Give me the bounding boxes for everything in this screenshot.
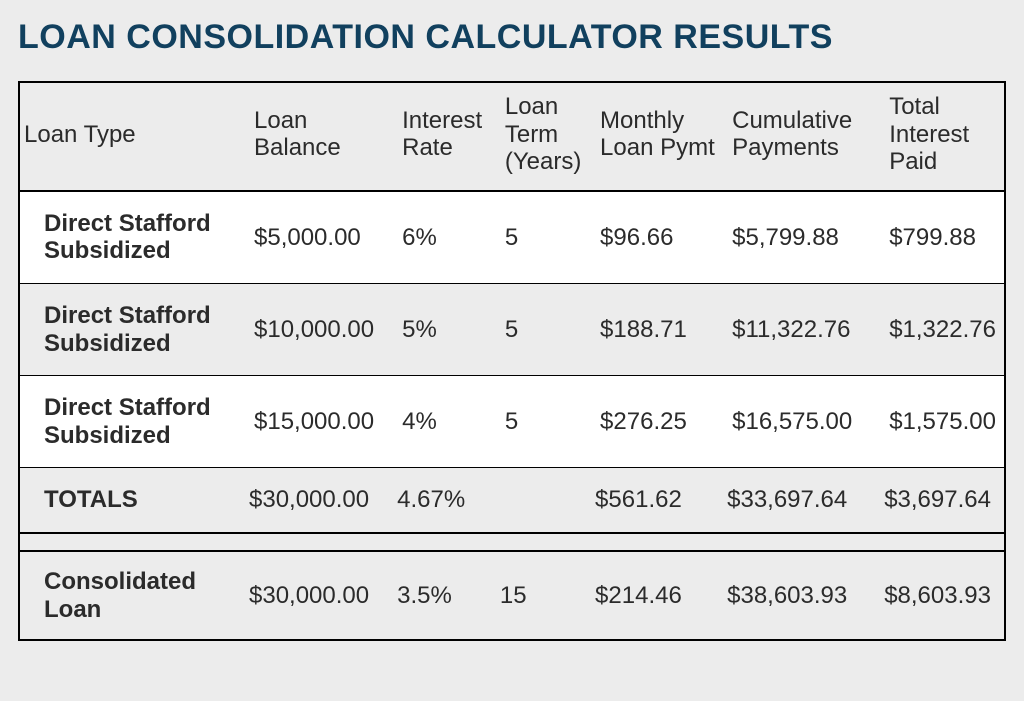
consolidated-monthly-pymt: $214.46 — [594, 551, 726, 640]
page-title: LOAN CONSOLIDATION CALCULATOR RESULTS — [18, 18, 1006, 57]
spacer-row — [19, 533, 1005, 551]
cell-loan-term: 5 — [499, 191, 594, 284]
cell-loan-type: Direct Stafford Subsidized — [19, 376, 248, 468]
cell-monthly-pymt: $188.71 — [594, 283, 726, 375]
cell-total-interest: $799.88 — [883, 191, 1005, 284]
cell-loan-balance: $10,000.00 — [248, 283, 396, 375]
cell-monthly-pymt: $96.66 — [594, 191, 726, 284]
cell-cumulative: $5,799.88 — [726, 191, 883, 284]
consolidated-interest-rate: 3.5% — [396, 551, 499, 640]
cell-interest-rate: 4% — [396, 376, 499, 468]
consolidated-label: Consolidated Loan — [19, 551, 248, 640]
table-header-row: Loan Type Loan Balance Interest Rate Loa… — [19, 82, 1005, 191]
cell-cumulative: $11,322.76 — [726, 283, 883, 375]
totals-loan-term — [499, 468, 594, 533]
cell-loan-type: Direct Stafford Subsidized — [19, 283, 248, 375]
col-header-monthly-pymt: Monthly Loan Pymt — [594, 82, 726, 191]
cell-loan-type: Direct Stafford Subsidized — [19, 191, 248, 284]
cell-total-interest: $1,322.76 — [883, 283, 1005, 375]
totals-cumulative: $33,697.64 — [726, 468, 883, 533]
cell-loan-term: 5 — [499, 283, 594, 375]
cell-cumulative: $16,575.00 — [726, 376, 883, 468]
table-row: Direct Stafford Subsidized $5,000.00 6% … — [19, 191, 1005, 284]
page-container: LOAN CONSOLIDATION CALCULATOR RESULTS Lo… — [0, 0, 1024, 641]
consolidated-total-interest: $8,603.93 — [883, 551, 1005, 640]
cell-monthly-pymt: $276.25 — [594, 376, 726, 468]
table-row: Direct Stafford Subsidized $15,000.00 4%… — [19, 376, 1005, 468]
consolidated-cumulative: $38,603.93 — [726, 551, 883, 640]
totals-loan-balance: $30,000.00 — [248, 468, 396, 533]
cell-loan-term: 5 — [499, 376, 594, 468]
col-header-total-interest: Total Interest Paid — [883, 82, 1005, 191]
col-header-interest-rate: Interest Rate — [396, 82, 499, 191]
cell-loan-balance: $5,000.00 — [248, 191, 396, 284]
col-header-loan-type: Loan Type — [19, 82, 248, 191]
cell-loan-balance: $15,000.00 — [248, 376, 396, 468]
totals-row: TOTALS $30,000.00 4.67% $561.62 $33,697.… — [19, 468, 1005, 533]
cell-interest-rate: 5% — [396, 283, 499, 375]
loan-table: Loan Type Loan Balance Interest Rate Loa… — [18, 81, 1006, 641]
consolidated-loan-balance: $30,000.00 — [248, 551, 396, 640]
consolidated-row: Consolidated Loan $30,000.00 3.5% 15 $21… — [19, 551, 1005, 640]
table-row: Direct Stafford Subsidized $10,000.00 5%… — [19, 283, 1005, 375]
totals-label: TOTALS — [19, 468, 248, 533]
totals-total-interest: $3,697.64 — [883, 468, 1005, 533]
cell-interest-rate: 6% — [396, 191, 499, 284]
col-header-loan-balance: Loan Balance — [248, 82, 396, 191]
cell-total-interest: $1,575.00 — [883, 376, 1005, 468]
col-header-cumulative: Cumulative Payments — [726, 82, 883, 191]
totals-monthly-pymt: $561.62 — [594, 468, 726, 533]
totals-interest-rate: 4.67% — [396, 468, 499, 533]
consolidated-loan-term: 15 — [499, 551, 594, 640]
col-header-loan-term: Loan Term (Years) — [499, 82, 594, 191]
